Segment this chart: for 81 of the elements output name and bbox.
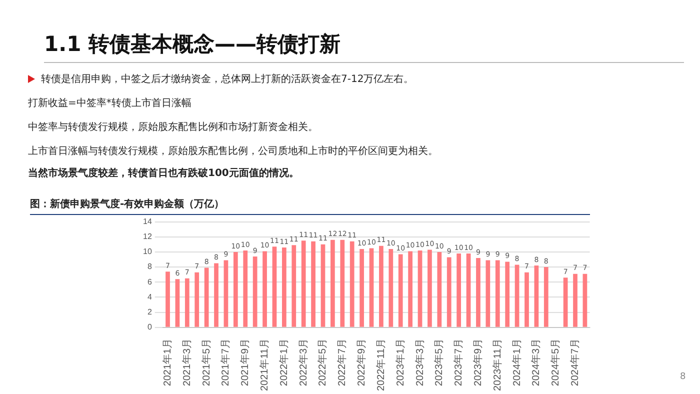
y-tick-label: 10 xyxy=(142,247,152,256)
x-tick-label: 2021年3月 xyxy=(180,338,193,386)
bar xyxy=(495,260,500,327)
bar xyxy=(466,253,471,327)
x-tick-label: 2024年5月 xyxy=(550,338,562,386)
x-tick-label: 2021年9月 xyxy=(239,338,252,386)
bar xyxy=(476,258,480,327)
x-tick-label: 2024年1月 xyxy=(510,338,523,386)
x-tick-label: 2021年1月 xyxy=(162,338,174,386)
x-tick-label: 2023年9月 xyxy=(472,338,484,386)
chart-title: 1.1 转债基本概念——转债打新 xyxy=(44,30,684,63)
bar xyxy=(486,260,490,327)
bar xyxy=(514,264,520,327)
bar xyxy=(166,272,170,327)
bar xyxy=(204,268,209,327)
bar xyxy=(340,240,345,327)
bar xyxy=(301,240,306,327)
bar xyxy=(320,244,326,327)
x-tick-label: 2023年7月 xyxy=(452,338,465,386)
bar xyxy=(224,260,228,327)
bar xyxy=(194,272,200,327)
x-tick-label: 2022年7月 xyxy=(336,338,348,386)
bar xyxy=(563,278,568,327)
text: 上市首日涨幅与转债发行规模，原始股东配售比例，公司质地和上市时的平价区间更为相关。 xyxy=(28,144,438,158)
bar xyxy=(544,267,548,327)
bar xyxy=(369,248,374,327)
y-tick-label: 0 xyxy=(147,322,152,332)
bar xyxy=(398,254,403,327)
y-tick-label: 8 xyxy=(147,262,152,272)
bar xyxy=(446,257,452,327)
y-tick-label: 12 xyxy=(142,232,152,242)
x-tick-label: 2022年5月 xyxy=(316,338,329,386)
x-tick-label: 2023年11月 xyxy=(491,338,504,392)
bar xyxy=(252,256,258,327)
bar xyxy=(573,274,578,327)
chart-subtitle: 图：新债申购景气度-有效申购金额（万亿） xyxy=(30,197,590,215)
x-tick-label: 2024年3月 xyxy=(530,338,542,386)
x-tick-label: 2021年5月 xyxy=(200,338,212,386)
x-tick-label: 2024年7月 xyxy=(569,338,581,386)
bar xyxy=(505,262,510,327)
bar xyxy=(437,252,442,327)
bar xyxy=(272,246,277,327)
x-tick-label: 2022年3月 xyxy=(297,338,310,386)
y-tick-label: 2 xyxy=(147,307,152,316)
y-tick-label: 6 xyxy=(147,277,152,286)
bar xyxy=(534,266,539,327)
bar xyxy=(388,248,394,327)
bar xyxy=(330,240,335,327)
text: 转债是信用申购，中签之后才缴纳资金，总体网上打新的活跃资金在7-12万亿左右。 xyxy=(40,72,414,86)
bar xyxy=(233,252,238,327)
text: 当然市场景气度较差，转债首日也有跌破100元面值的情况。 xyxy=(28,166,299,180)
x-tick-label: 2021年7月 xyxy=(220,338,232,386)
text: 中签率与转债发行规模，原始股东配售比例和市场打新资金相关。 xyxy=(28,120,318,134)
bar xyxy=(214,263,218,327)
x-tick-label: 2023年1月 xyxy=(394,338,406,386)
x-tick-label: 2021年11月 xyxy=(258,338,271,392)
bar xyxy=(582,274,588,327)
bar xyxy=(292,245,296,327)
bar xyxy=(418,250,422,327)
text: 8 xyxy=(680,372,686,382)
bar xyxy=(350,241,354,327)
x-tick-label: 2023年5月 xyxy=(433,338,446,386)
bar xyxy=(360,248,364,327)
bar xyxy=(408,251,412,327)
bar xyxy=(428,250,432,327)
bar xyxy=(524,272,529,327)
bar xyxy=(311,241,316,327)
bar xyxy=(175,279,180,327)
y-tick-label: 14 xyxy=(142,217,152,226)
text: 打新收益=中签率*转债上市首日涨幅 xyxy=(28,96,192,110)
x-tick-label: 2022年1月 xyxy=(278,338,290,386)
bar xyxy=(262,251,267,327)
bar xyxy=(379,246,384,327)
x-tick-label: 2022年11月 xyxy=(374,338,387,392)
x-tick-label: 2022年9月 xyxy=(356,338,368,386)
bar xyxy=(282,247,286,327)
x-tick-label: 2023年3月 xyxy=(414,338,426,386)
bar xyxy=(184,278,190,327)
bar xyxy=(456,253,462,327)
y-tick-label: 4 xyxy=(147,292,152,302)
bar xyxy=(243,250,248,327)
